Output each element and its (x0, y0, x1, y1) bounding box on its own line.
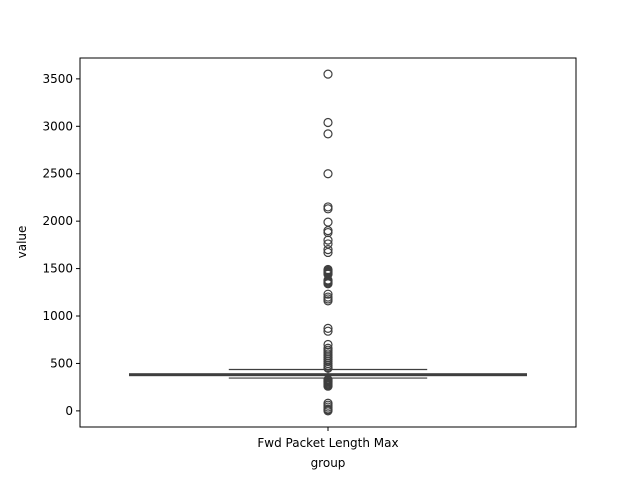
y-tick-label: 1000 (42, 309, 73, 323)
outlier-point (323, 169, 333, 179)
y-tick-label: 3000 (42, 119, 73, 133)
y-tick-label: 1500 (42, 262, 73, 276)
x-tick-label: Fwd Packet Length Max (257, 436, 398, 450)
outlier-point (323, 247, 333, 258)
outlier-point (323, 117, 333, 128)
outlier-point (323, 235, 333, 245)
outlier-point (323, 363, 333, 373)
outlier-point (323, 381, 333, 391)
y-tick-label: 3500 (42, 72, 73, 86)
outlier-point (323, 69, 333, 79)
outlier-point (323, 204, 333, 214)
y-axis-ticks: 0 500 1000 1500 2000 2500 3000 3500 (42, 72, 80, 418)
y-tick-label: 500 (50, 356, 73, 370)
outlier-point (323, 129, 333, 139)
outlier-points (323, 69, 333, 416)
y-axis-label: value (15, 226, 29, 259)
y-tick-label: 0 (65, 404, 73, 418)
x-axis-ticks: Fwd Packet Length Max (257, 427, 399, 450)
outlier-point (323, 323, 333, 333)
outlier-point (323, 289, 333, 299)
outlier-point (323, 406, 333, 416)
y-tick-label: 2000 (42, 214, 73, 228)
outlier-point (323, 296, 333, 306)
outlier-point (323, 326, 333, 336)
y-tick-label: 2500 (42, 167, 73, 181)
outlier-point (323, 279, 333, 289)
x-axis-label: group (311, 456, 346, 470)
outlier-point (323, 245, 333, 255)
